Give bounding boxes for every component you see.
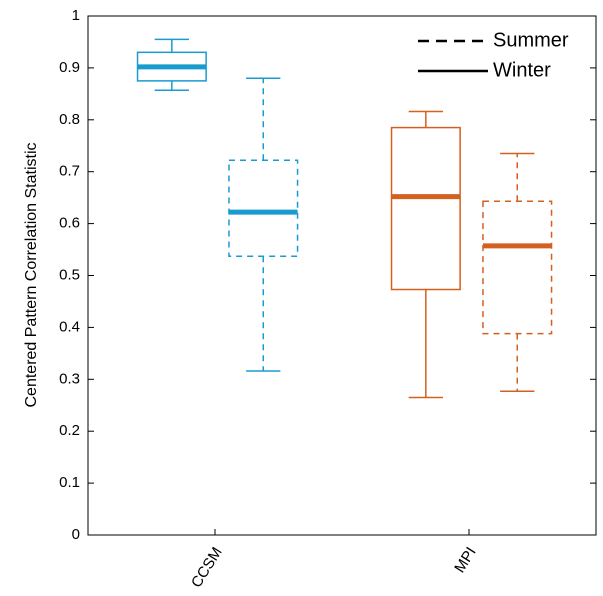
y-tick-label: 0.2 [59,422,80,439]
y-tick-label: 1 [72,7,80,24]
y-tick-label: 0 [72,526,80,543]
y-axis-label: Centered Pattern Correlation Statistic [23,142,40,407]
box [228,159,299,258]
box [482,200,553,335]
plot-frame [87,15,597,536]
x-tick-label: MPI [451,544,480,576]
legend-label: Winter [493,59,551,81]
y-tick-label: 0.1 [59,474,80,491]
y-tick-label: 0.3 [59,370,80,387]
y-tick-label: 0.5 [59,266,80,283]
x-tick-label: CCSM [188,544,226,590]
y-tick-label: 0.6 [59,215,80,232]
box [390,126,461,291]
y-tick-label: 0.9 [59,59,80,76]
legend-label: Summer [493,29,569,51]
y-tick-label: 0.8 [59,111,80,128]
y-tick-label: 0.4 [59,318,80,335]
y-tick-label: 0.7 [59,163,80,180]
